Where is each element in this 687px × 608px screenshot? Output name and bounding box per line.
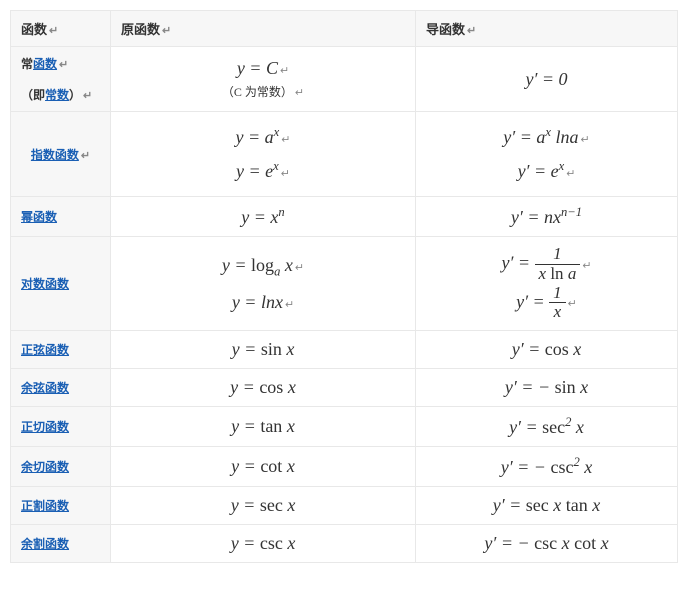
- link-cos[interactable]: 余弦函数: [21, 381, 69, 395]
- derivative-table: 函数↵ 原函数↵ 导函数↵ 常函数↵ （即常数）↵ y = C↵ （C 为常数）…: [10, 10, 678, 563]
- f-cos: y = cos x: [111, 369, 416, 407]
- row-cos: 余弦函数 y = cos x y′ = − sin x: [11, 369, 678, 407]
- label-sin: 正弦函数: [11, 331, 111, 369]
- label-const: 常函数↵ （即常数）↵: [11, 47, 111, 112]
- f-const: y = C↵ （C 为常数）↵: [111, 47, 416, 112]
- f-cot: y = cot x: [111, 447, 416, 487]
- f-log: y = loga x↵ y = lnx↵: [111, 237, 416, 331]
- row-tan: 正切函数 y = tan x y′ = sec2 x: [11, 407, 678, 447]
- f-tan: y = tan x: [111, 407, 416, 447]
- link-exp[interactable]: 指数函数: [31, 148, 79, 162]
- f-power: y = xn: [111, 197, 416, 237]
- label-power: 幂函数: [11, 197, 111, 237]
- link-sec[interactable]: 正割函数: [21, 499, 69, 513]
- row-sin: 正弦函数 y = sin x y′ = cos x: [11, 331, 678, 369]
- f-sec: y = sec x: [111, 487, 416, 525]
- d-exp: y′ = ax lna↵ y′ = ex↵: [416, 112, 678, 197]
- label-sec: 正割函数: [11, 487, 111, 525]
- header-derivative: 导函数↵: [416, 11, 678, 47]
- header-row: 函数↵ 原函数↵ 导函数↵: [11, 11, 678, 47]
- label-csc: 余割函数: [11, 525, 111, 563]
- row-log: 对数函数 y = loga x↵ y = lnx↵ y′ = 1x ln a↵ …: [11, 237, 678, 331]
- link-tan[interactable]: 正切函数: [21, 420, 69, 434]
- link-changshu[interactable]: 常数: [45, 88, 69, 102]
- label-cos: 余弦函数: [11, 369, 111, 407]
- d-cot: y′ = − csc2 x: [416, 447, 678, 487]
- label-exp: 指数函数↵: [11, 112, 111, 197]
- f-exp: y = ax↵ y = ex↵: [111, 112, 416, 197]
- row-power: 幂函数 y = xn y′ = nxn−1: [11, 197, 678, 237]
- header-original: 原函数↵: [111, 11, 416, 47]
- f-csc: y = csc x: [111, 525, 416, 563]
- d-tan: y′ = sec2 x: [416, 407, 678, 447]
- label-cot: 余切函数: [11, 447, 111, 487]
- link-const[interactable]: 函数: [33, 57, 57, 71]
- row-exp: 指数函数↵ y = ax↵ y = ex↵ y′ = ax lna↵ y′ = …: [11, 112, 678, 197]
- label-tan: 正切函数: [11, 407, 111, 447]
- link-power[interactable]: 幂函数: [21, 210, 57, 224]
- link-cot[interactable]: 余切函数: [21, 460, 69, 474]
- row-csc: 余割函数 y = csc x y′ = − csc x cot x: [11, 525, 678, 563]
- link-csc[interactable]: 余割函数: [21, 537, 69, 551]
- link-log[interactable]: 对数函数: [21, 277, 69, 291]
- header-function: 函数↵: [11, 11, 111, 47]
- d-log: y′ = 1x ln a↵ y′ = 1x↵: [416, 237, 678, 331]
- d-power: y′ = nxn−1: [416, 197, 678, 237]
- row-const: 常函数↵ （即常数）↵ y = C↵ （C 为常数）↵ y′ = 0: [11, 47, 678, 112]
- row-cot: 余切函数 y = cot x y′ = − csc2 x: [11, 447, 678, 487]
- d-sin: y′ = cos x: [416, 331, 678, 369]
- f-sin: y = sin x: [111, 331, 416, 369]
- d-csc: y′ = − csc x cot x: [416, 525, 678, 563]
- d-sec: y′ = sec x tan x: [416, 487, 678, 525]
- label-log: 对数函数: [11, 237, 111, 331]
- row-sec: 正割函数 y = sec x y′ = sec x tan x: [11, 487, 678, 525]
- d-cos: y′ = − sin x: [416, 369, 678, 407]
- link-sin[interactable]: 正弦函数: [21, 343, 69, 357]
- d-const: y′ = 0: [416, 47, 678, 112]
